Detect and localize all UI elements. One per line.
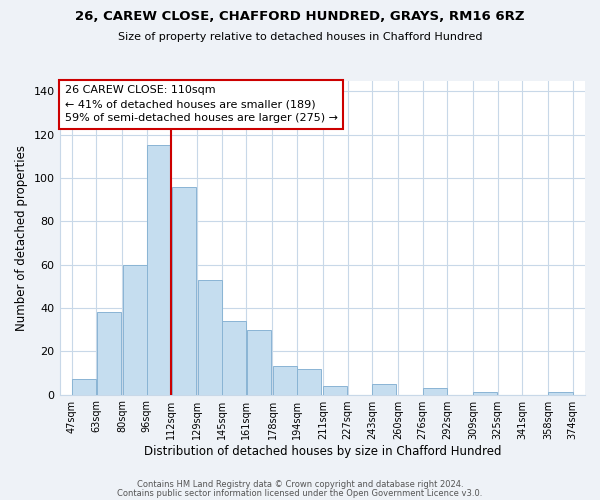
Bar: [297, 368, 321, 394]
Text: 26, CAREW CLOSE, CHAFFORD HUNDRED, GRAYS, RM16 6RZ: 26, CAREW CLOSE, CHAFFORD HUNDRED, GRAYS…: [75, 10, 525, 23]
Bar: [97, 312, 121, 394]
Text: Size of property relative to detached houses in Chafford Hundred: Size of property relative to detached ho…: [118, 32, 482, 42]
Bar: [273, 366, 297, 394]
Text: Contains HM Land Registry data © Crown copyright and database right 2024.: Contains HM Land Registry data © Crown c…: [137, 480, 463, 489]
Y-axis label: Number of detached properties: Number of detached properties: [15, 144, 28, 330]
Bar: [473, 392, 497, 394]
Bar: [197, 280, 221, 394]
Bar: [122, 264, 146, 394]
Bar: [372, 384, 397, 394]
Text: 26 CAREW CLOSE: 110sqm
← 41% of detached houses are smaller (189)
59% of semi-de: 26 CAREW CLOSE: 110sqm ← 41% of detached…: [65, 85, 338, 123]
Bar: [323, 386, 347, 394]
Bar: [423, 388, 447, 394]
Bar: [247, 330, 271, 394]
X-axis label: Distribution of detached houses by size in Chafford Hundred: Distribution of detached houses by size …: [143, 444, 501, 458]
Bar: [222, 321, 246, 394]
Bar: [147, 146, 171, 394]
Text: Contains public sector information licensed under the Open Government Licence v3: Contains public sector information licen…: [118, 488, 482, 498]
Bar: [172, 186, 196, 394]
Bar: [72, 380, 96, 394]
Bar: [548, 392, 572, 394]
